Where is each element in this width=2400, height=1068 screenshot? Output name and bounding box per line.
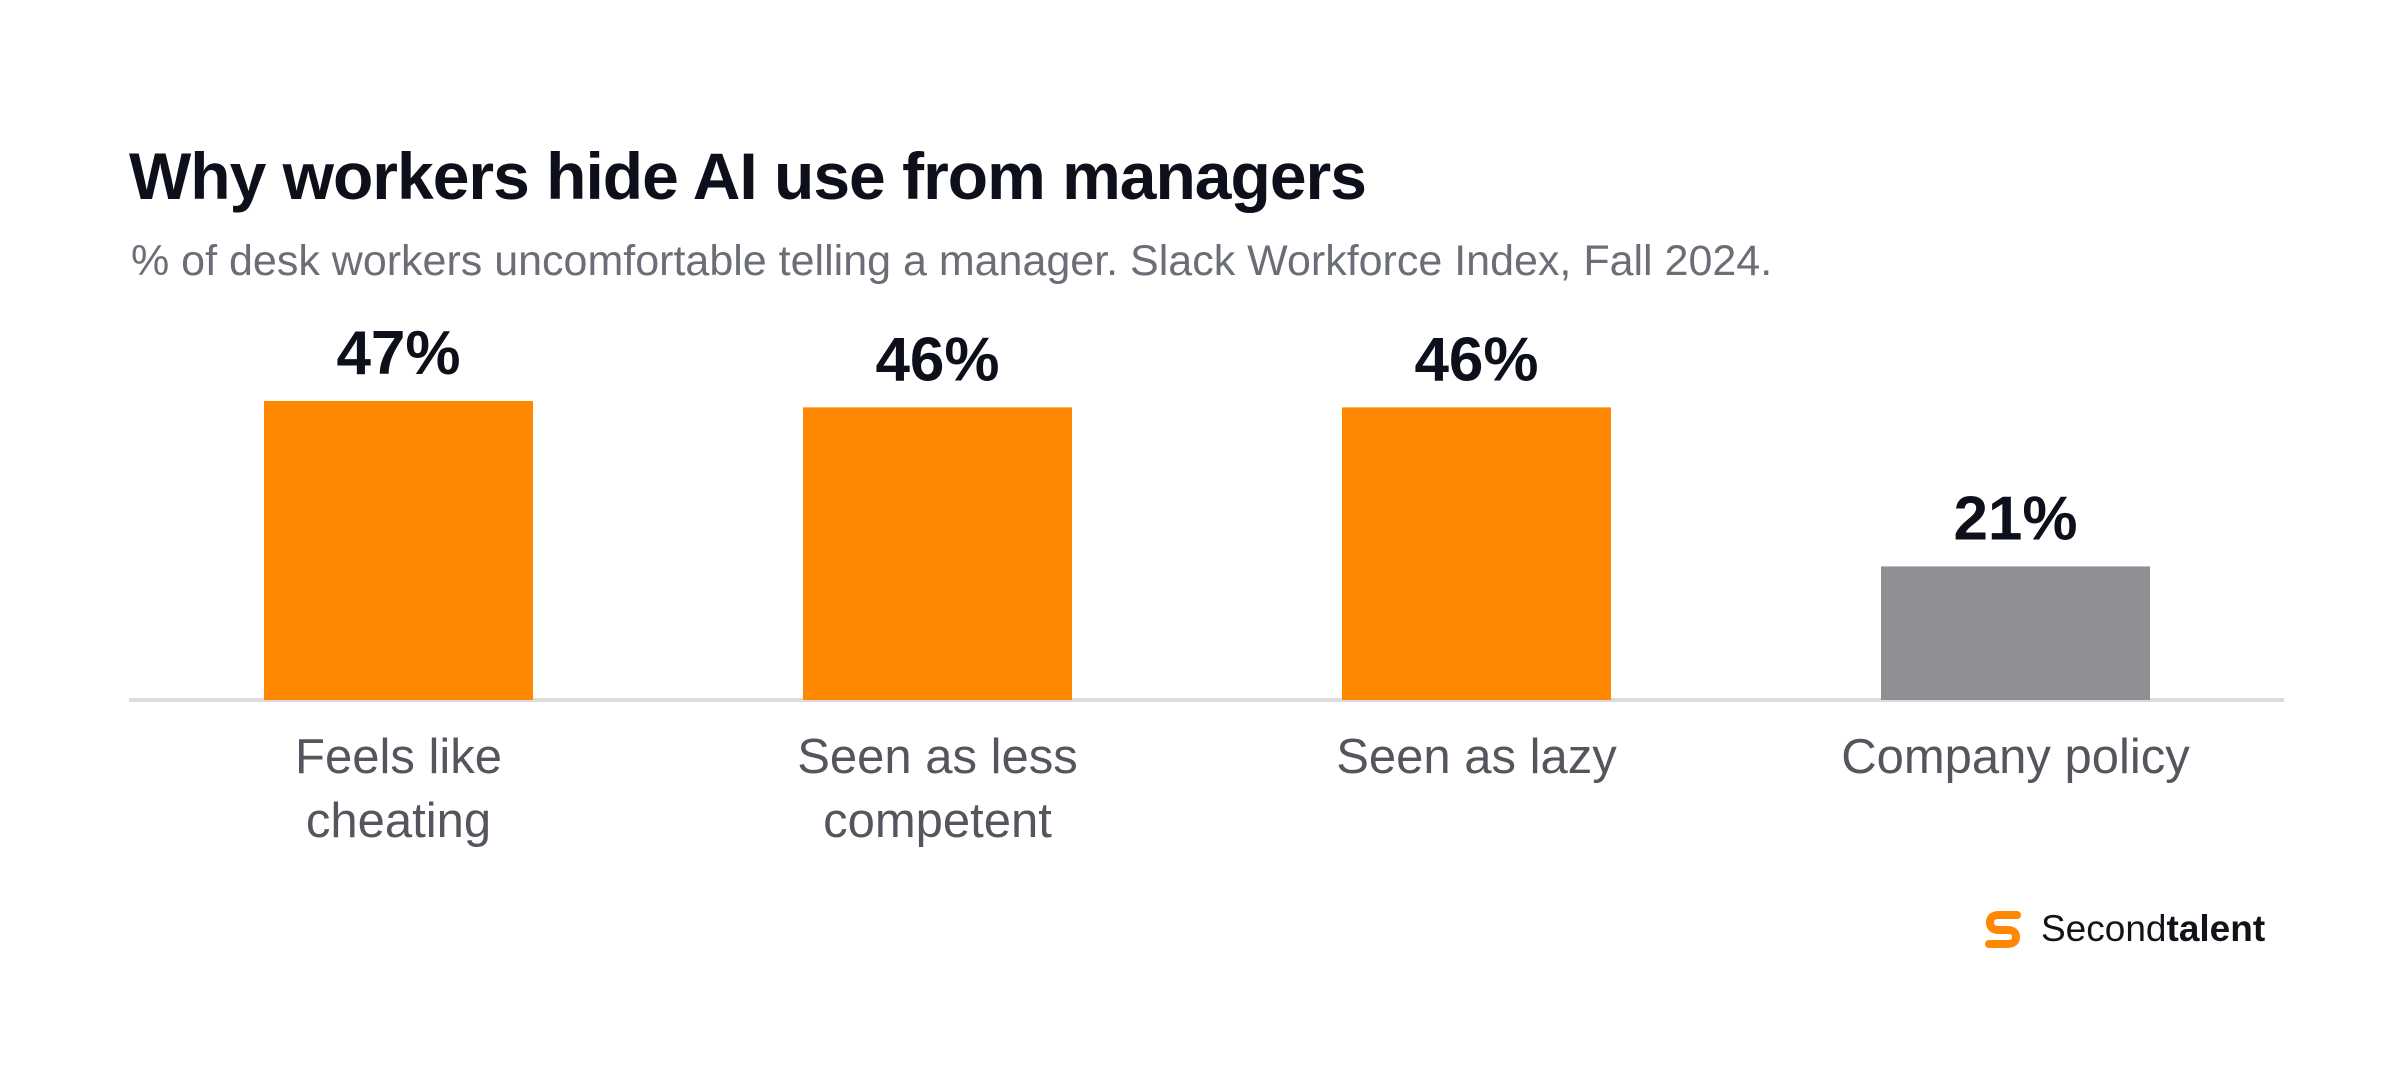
bar-3	[1342, 407, 1611, 700]
secondtalent-logo-icon	[1985, 911, 2021, 948]
category-label-1-line-2: cheating	[306, 794, 491, 848]
category-label-4-line-1: Company policy	[1841, 730, 2190, 784]
chart-subtitle: % of desk workers uncomfortable telling …	[131, 237, 1773, 285]
value-label-2: 46%	[875, 325, 999, 394]
bar-2	[803, 407, 1072, 700]
brand-footer: Secondtalent	[1977, 902, 2265, 954]
chart-title: Why workers hide AI use from managers	[129, 139, 1367, 213]
brand-name-bold: talent	[2166, 907, 2266, 949]
brand-name: Secondtalent	[2041, 910, 2265, 947]
bar-1	[264, 401, 533, 700]
bar-chart: 47% Feels like cheating 46% Seen as less comp…	[129, 319, 2284, 848]
bar-4	[1881, 566, 2150, 700]
category-label-1-line-1: Feels like	[295, 730, 502, 784]
category-label-3-line-1: Seen as lazy	[1336, 730, 1617, 784]
value-label-1: 47%	[336, 319, 460, 388]
value-label-4: 21%	[1953, 484, 2077, 553]
category-label-2-line-2: competent	[823, 794, 1052, 848]
category-label-2-line-1: Seen as less	[797, 730, 1078, 784]
value-label-3: 46%	[1414, 325, 1538, 394]
brand-name-light: Second	[2041, 907, 2167, 949]
